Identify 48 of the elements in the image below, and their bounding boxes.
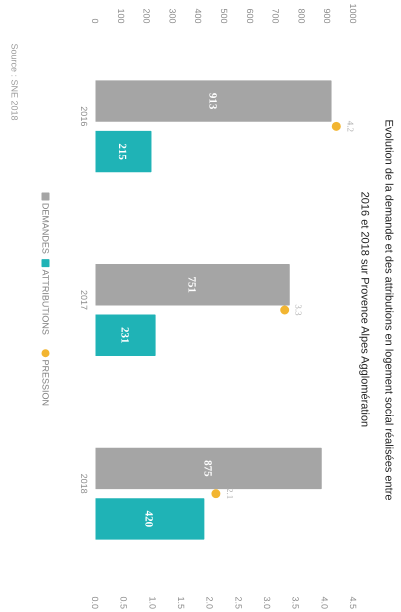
text: 2016 et 2018 sur Provence Alpes Agglomération — [358, 192, 370, 428]
y-tick-label: 2018 — [79, 474, 89, 494]
data-label: 215 — [116, 143, 128, 160]
data-label: 913 — [206, 92, 218, 110]
legend-label: DEMANDES — [40, 202, 50, 254]
x-tick-label: 300 — [167, 8, 178, 24]
text: Evolution de la demande et des attributions en logement social réalisées entre — [382, 120, 394, 500]
x-tick-label: 500 — [219, 8, 229, 24]
x2-tick-label: 4.0 — [319, 596, 330, 610]
point — [332, 122, 341, 131]
x-tick-label: 400 — [193, 8, 204, 24]
x-tick-label: 200 — [142, 8, 152, 24]
data-label: 751 — [185, 276, 198, 293]
x-tick-label: 900 — [322, 8, 332, 24]
data-label: 231 — [118, 327, 130, 344]
x-tick-label: 0 — [90, 18, 100, 24]
bar — [96, 314, 156, 356]
data-label: 4.2 — [345, 120, 356, 132]
bar — [96, 448, 322, 490]
bar — [96, 130, 152, 172]
x-tick-label: 100 — [116, 8, 126, 24]
x2-tick-label: 3.5 — [290, 596, 301, 610]
legend-label: PRESSION — [40, 360, 50, 406]
bar — [96, 498, 204, 540]
x2-tick-label: 3.0 — [262, 596, 272, 610]
source-note: Source : SNE 2018 — [10, 44, 20, 121]
x2-tick-label: 0.0 — [90, 596, 100, 610]
bar — [96, 264, 290, 306]
x-tick-label: 800 — [296, 8, 306, 24]
x-tick-label: 1000 — [348, 3, 358, 24]
x-tick-label: 700 — [270, 8, 281, 24]
y-tick-label: 2016 — [79, 106, 89, 126]
bar — [96, 80, 332, 122]
data-label: 420 — [142, 510, 155, 528]
point — [280, 306, 290, 314]
data-label: 3.3 — [294, 304, 304, 316]
x2-tick-label: 2.0 — [204, 596, 215, 610]
data-label: 2.1 — [224, 488, 235, 500]
x2-tick-label: 2.5 — [233, 596, 244, 610]
legend-label: ATTRIBUTIONS — [40, 269, 50, 335]
x2-tick-label: 1.0 — [147, 596, 158, 610]
x2-tick-label: 4.5 — [348, 596, 358, 610]
x-tick-label: 600 — [244, 8, 255, 24]
data-label: 875 — [201, 460, 214, 478]
x2-tick-label: 0.5 — [118, 596, 129, 610]
y-tick-label: 2017 — [79, 290, 89, 310]
x2-tick-label: 1.5 — [176, 596, 186, 610]
point — [211, 489, 220, 498]
